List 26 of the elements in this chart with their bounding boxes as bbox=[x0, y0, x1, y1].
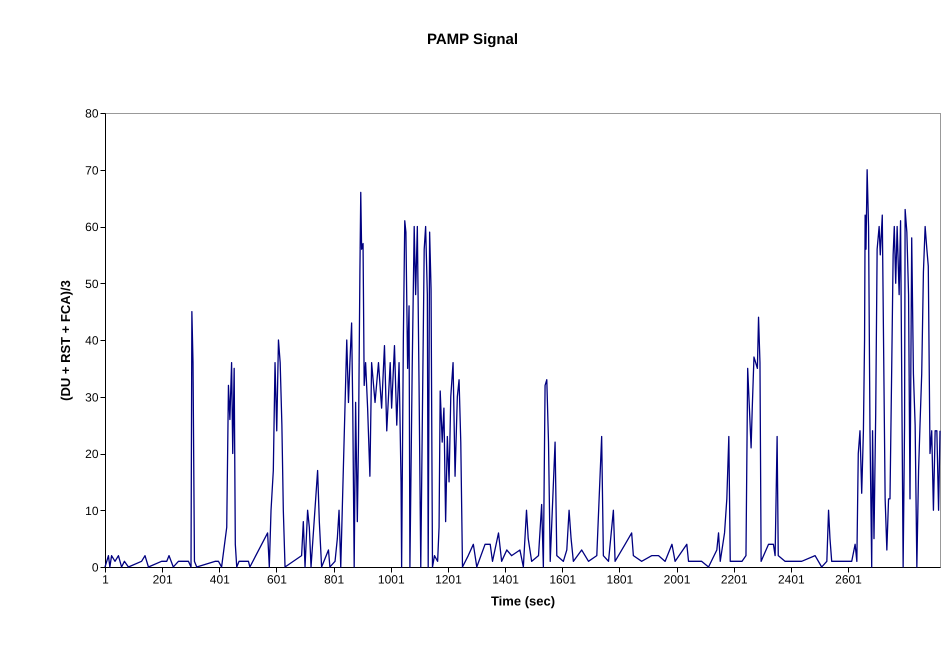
x-tick-label: 1801 bbox=[606, 572, 634, 586]
y-tick-label: 40 bbox=[85, 334, 99, 348]
y-axis-title: (DU + RST + FCA)/3 bbox=[58, 280, 74, 401]
y-tick-label: 20 bbox=[85, 447, 99, 461]
x-tick-label: 1201 bbox=[435, 572, 462, 586]
x-tick-label: 201 bbox=[152, 572, 173, 586]
x-tick-label: 2601 bbox=[835, 572, 862, 586]
y-tick-label: 60 bbox=[85, 220, 99, 234]
y-tick-label: 30 bbox=[85, 390, 99, 404]
chart-title: PAMP Signal bbox=[426, 31, 518, 48]
x-tick-label: 1401 bbox=[492, 572, 520, 586]
y-tick-label: 80 bbox=[85, 106, 99, 120]
x-tick-label: 401 bbox=[210, 572, 230, 586]
x-axis-title: Time (sec) bbox=[490, 594, 556, 608]
x-tick-label: 2401 bbox=[778, 572, 805, 586]
y-tick-label: 10 bbox=[85, 504, 99, 518]
x-tick-label: 801 bbox=[324, 572, 344, 586]
y-tick-label: 0 bbox=[92, 560, 99, 574]
y-tick-label: 70 bbox=[85, 163, 99, 178]
x-tick-label: 1001 bbox=[378, 572, 405, 586]
y-tick-label: 50 bbox=[85, 276, 99, 291]
x-tick-label: 2001 bbox=[664, 572, 691, 586]
x-tick-label: 2201 bbox=[720, 572, 748, 586]
x-tick-label: 601 bbox=[266, 572, 288, 586]
x-tick-label: 1601 bbox=[549, 572, 576, 586]
x-tick-label: 1 bbox=[102, 572, 110, 586]
